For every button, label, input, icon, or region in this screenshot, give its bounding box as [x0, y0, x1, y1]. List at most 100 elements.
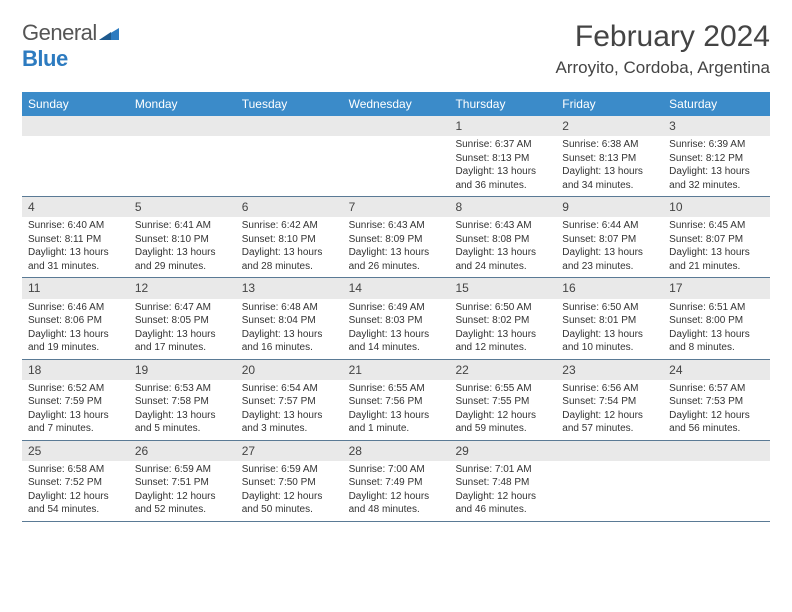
sunset-text: Sunset: 7:56 PM — [349, 395, 444, 409]
sunset-text: Sunset: 7:59 PM — [28, 395, 123, 409]
sunset-text: Sunset: 8:09 PM — [349, 233, 444, 247]
daylight-text: Daylight: 13 hours and 34 minutes. — [562, 165, 657, 192]
sunset-text: Sunset: 8:07 PM — [562, 233, 657, 247]
day-number: 21 — [343, 360, 450, 380]
sunrise-text: Sunrise: 6:43 AM — [455, 219, 550, 233]
brand-triangle-icon — [99, 20, 119, 45]
daylight-text: Daylight: 13 hours and 26 minutes. — [349, 246, 444, 273]
day-number: 25 — [22, 441, 129, 461]
day-cell: 8Sunrise: 6:43 AMSunset: 8:08 PMDaylight… — [449, 197, 556, 277]
daylight-text: Daylight: 12 hours and 50 minutes. — [242, 490, 337, 517]
day-number: 12 — [129, 278, 236, 298]
day-number: 10 — [663, 197, 770, 217]
sunrise-text: Sunrise: 6:43 AM — [349, 219, 444, 233]
day-number: 4 — [22, 197, 129, 217]
calendar-week: 1Sunrise: 6:37 AMSunset: 8:13 PMDaylight… — [22, 116, 770, 197]
day-header: Sunday — [22, 92, 129, 116]
empty-cell — [663, 441, 770, 521]
daylight-text: Daylight: 13 hours and 24 minutes. — [455, 246, 550, 273]
brand-text: GeneralBlue — [22, 20, 119, 72]
day-header: Thursday — [449, 92, 556, 116]
sunrise-text: Sunrise: 6:40 AM — [28, 219, 123, 233]
sunrise-text: Sunrise: 6:41 AM — [135, 219, 230, 233]
sunset-text: Sunset: 8:12 PM — [669, 152, 764, 166]
day-cell: 3Sunrise: 6:39 AMSunset: 8:12 PMDaylight… — [663, 116, 770, 196]
day-body: Sunrise: 6:55 AMSunset: 7:56 PMDaylight:… — [343, 380, 450, 440]
sunset-text: Sunset: 7:53 PM — [669, 395, 764, 409]
day-body: Sunrise: 6:48 AMSunset: 8:04 PMDaylight:… — [236, 299, 343, 359]
day-number — [236, 116, 343, 136]
day-number: 19 — [129, 360, 236, 380]
day-number — [663, 441, 770, 461]
sunrise-text: Sunrise: 6:52 AM — [28, 382, 123, 396]
calendar-week: 11Sunrise: 6:46 AMSunset: 8:06 PMDayligh… — [22, 278, 770, 359]
day-headers-row: SundayMondayTuesdayWednesdayThursdayFrid… — [22, 92, 770, 116]
sunrise-text: Sunrise: 6:39 AM — [669, 138, 764, 152]
sunrise-text: Sunrise: 6:58 AM — [28, 463, 123, 477]
day-body: Sunrise: 6:51 AMSunset: 8:00 PMDaylight:… — [663, 299, 770, 359]
day-body — [663, 461, 770, 517]
daylight-text: Daylight: 12 hours and 56 minutes. — [669, 409, 764, 436]
day-number: 6 — [236, 197, 343, 217]
sunrise-text: Sunrise: 6:46 AM — [28, 301, 123, 315]
daylight-text: Daylight: 12 hours and 57 minutes. — [562, 409, 657, 436]
day-cell: 7 Sunrise: 6:43 AMSunset: 8:09 PMDaylight… — [343, 197, 450, 277]
empty-cell — [129, 116, 236, 196]
daylight-text: Daylight: 13 hours and 17 minutes. — [135, 328, 230, 355]
daylight-text: Daylight: 13 hours and 7 minutes. — [28, 409, 123, 436]
location: Arroyito, Cordoba, Argentina — [555, 58, 770, 78]
day-cell: 24Sunrise: 6:57 AMSunset: 7:53 PMDayligh… — [663, 360, 770, 440]
title-block: February 2024 Arroyito, Cordoba, Argenti… — [555, 20, 770, 78]
day-number — [129, 116, 236, 136]
day-cell: 9Sunrise: 6:44 AMSunset: 8:07 PMDaylight… — [556, 197, 663, 277]
day-cell: 18 Sunrise: 6:52 AMSunset: 7:59 PMDayligh… — [22, 360, 129, 440]
day-body: Sunrise: 6:47 AMSunset: 8:05 PMDaylight:… — [129, 299, 236, 359]
day-body — [22, 136, 129, 192]
day-cell: 22Sunrise: 6:55 AMSunset: 7:55 PMDayligh… — [449, 360, 556, 440]
calendar: SundayMondayTuesdayWednesdayThursdayFrid… — [22, 92, 770, 522]
daylight-text: Daylight: 13 hours and 21 minutes. — [669, 246, 764, 273]
daylight-text: Daylight: 13 hours and 36 minutes. — [455, 165, 550, 192]
day-cell: 12Sunrise: 6:47 AMSunset: 8:05 PMDayligh… — [129, 278, 236, 358]
day-number: 23 — [556, 360, 663, 380]
sunrise-text: Sunrise: 6:55 AM — [455, 382, 550, 396]
day-number: 14 — [343, 278, 450, 298]
brand-logo: GeneralBlue — [22, 20, 119, 72]
day-number: 26 — [129, 441, 236, 461]
sunset-text: Sunset: 8:06 PM — [28, 314, 123, 328]
sunset-text: Sunset: 8:00 PM — [669, 314, 764, 328]
day-cell: 25Sunrise: 6:58 AMSunset: 7:52 PMDayligh… — [22, 441, 129, 521]
sunset-text: Sunset: 8:10 PM — [135, 233, 230, 247]
sunset-text: Sunset: 8:13 PM — [455, 152, 550, 166]
sunrise-text: Sunrise: 6:37 AM — [455, 138, 550, 152]
sunset-text: Sunset: 7:54 PM — [562, 395, 657, 409]
header: GeneralBlue February 2024 Arroyito, Cord… — [22, 20, 770, 78]
sunset-text: Sunset: 8:04 PM — [242, 314, 337, 328]
day-number — [556, 441, 663, 461]
sunset-text: Sunset: 7:57 PM — [242, 395, 337, 409]
brand-part1: General — [22, 20, 97, 45]
day-cell: 17Sunrise: 6:51 AMSunset: 8:00 PMDayligh… — [663, 278, 770, 358]
day-number: 17 — [663, 278, 770, 298]
daylight-text: Daylight: 12 hours and 54 minutes. — [28, 490, 123, 517]
day-body: Sunrise: 6:50 AMSunset: 8:01 PMDaylight:… — [556, 299, 663, 359]
day-number: 22 — [449, 360, 556, 380]
sunrise-text: Sunrise: 6:51 AM — [669, 301, 764, 315]
day-number: 3 — [663, 116, 770, 136]
daylight-text: Daylight: 13 hours and 3 minutes. — [242, 409, 337, 436]
day-body: Sunrise: 7:00 AMSunset: 7:49 PMDaylight:… — [343, 461, 450, 521]
sunset-text: Sunset: 8:03 PM — [349, 314, 444, 328]
sunset-text: Sunset: 8:05 PM — [135, 314, 230, 328]
day-cell: 19Sunrise: 6:53 AMSunset: 7:58 PMDayligh… — [129, 360, 236, 440]
day-number: 18 — [22, 360, 129, 380]
sunrise-text: Sunrise: 7:01 AM — [455, 463, 550, 477]
day-number: 7 — [343, 197, 450, 217]
day-header: Saturday — [663, 92, 770, 116]
day-cell: 20Sunrise: 6:54 AMSunset: 7:57 PMDayligh… — [236, 360, 343, 440]
day-body: Sunrise: 6:59 AMSunset: 7:51 PMDaylight:… — [129, 461, 236, 521]
calendar-week: 25Sunrise: 6:58 AMSunset: 7:52 PMDayligh… — [22, 441, 770, 522]
day-body: Sunrise: 6:50 AMSunset: 8:02 PMDaylight:… — [449, 299, 556, 359]
brand-part2: Blue — [22, 46, 68, 71]
day-body — [236, 136, 343, 192]
daylight-text: Daylight: 13 hours and 10 minutes. — [562, 328, 657, 355]
